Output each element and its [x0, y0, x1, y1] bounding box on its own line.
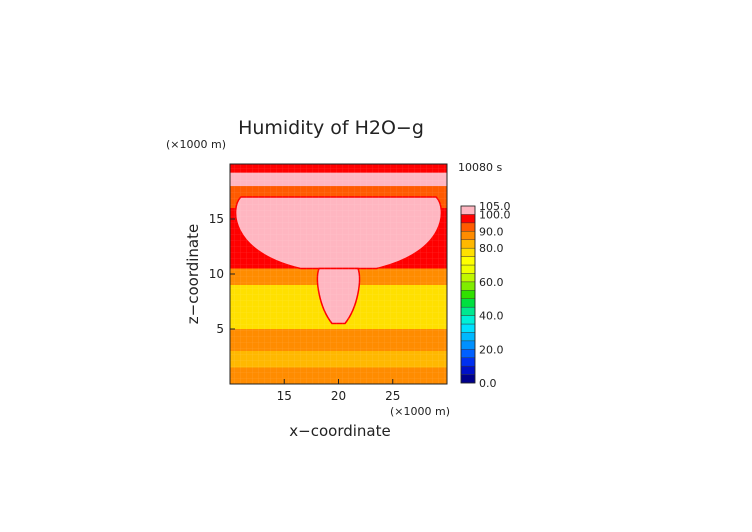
colorbar-swatch	[461, 299, 475, 307]
colorbar-swatch	[461, 265, 475, 273]
y-tick-label: 5	[216, 322, 224, 336]
colorbar-swatch	[461, 248, 475, 256]
colorbar-swatch	[461, 290, 475, 298]
colorbar-label: 80.0	[479, 242, 504, 255]
colorbar-swatch	[461, 341, 475, 349]
x-tick-label: 25	[385, 389, 400, 403]
colorbar-swatch	[461, 257, 475, 265]
colorbar-swatch	[461, 206, 475, 214]
colorbar-swatch	[461, 349, 475, 357]
colorbar-swatch	[461, 324, 475, 332]
colorbar-swatch	[461, 307, 475, 315]
colorbar-swatch	[461, 231, 475, 239]
colorbar-label: 105.0	[479, 200, 511, 213]
colorbar-label: 0.0	[479, 377, 497, 390]
colorbar-swatch	[461, 214, 475, 222]
x-tick-label: 20	[331, 389, 346, 403]
time-label: 10080 s	[458, 161, 502, 174]
grid-overlay	[230, 164, 447, 384]
colorbar-swatch	[461, 282, 475, 290]
chart-title: Humidity of H2O−g	[238, 117, 424, 139]
y-tick-label: 15	[209, 212, 224, 226]
colorbar-swatch	[461, 223, 475, 231]
colorbar-swatch	[461, 358, 475, 366]
x-unit-label: (×1000 m)	[390, 405, 450, 418]
colorbar-label: 20.0	[479, 343, 504, 356]
y-axis-label: z−coordinate	[184, 224, 202, 324]
colorbar-swatch	[461, 316, 475, 324]
colorbar-swatch	[461, 240, 475, 248]
x-tick-label: 15	[277, 389, 292, 403]
colorbar-label: 90.0	[479, 225, 504, 238]
y-tick-label: 10	[209, 267, 224, 281]
colorbar-swatch	[461, 375, 475, 383]
x-axis-label: x−coordinate	[289, 422, 390, 440]
colorbar-swatch	[461, 273, 475, 281]
y-unit-label: (×1000 m)	[166, 138, 226, 151]
colorbar-label: 40.0	[479, 310, 504, 323]
colorbar-swatch	[461, 332, 475, 340]
colorbar-label: 60.0	[479, 276, 504, 289]
colorbar-swatch	[461, 366, 475, 374]
